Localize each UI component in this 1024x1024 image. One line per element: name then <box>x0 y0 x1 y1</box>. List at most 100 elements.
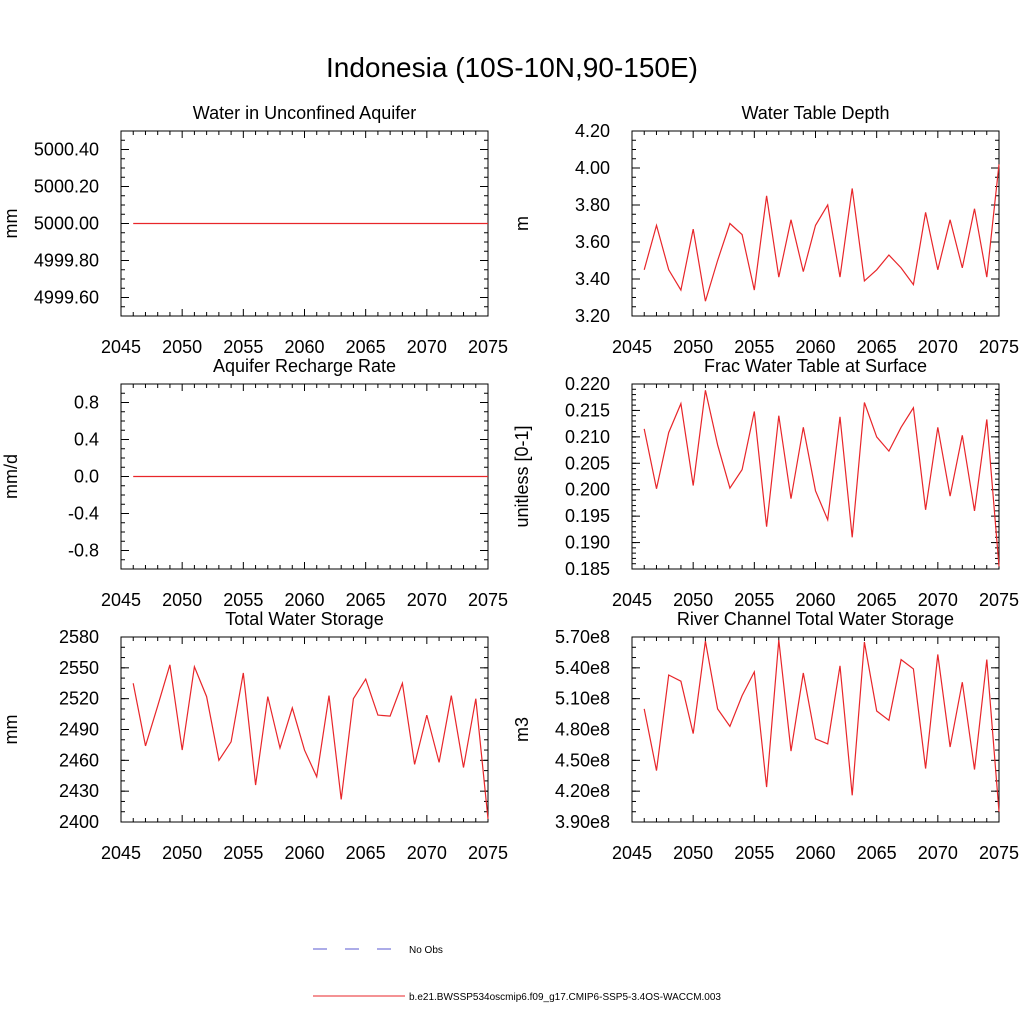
total-water-storage-title: Total Water Storage <box>225 609 383 629</box>
total-water-storage-xtick-label: 2055 <box>223 843 263 863</box>
river-storage-xtick-label: 2050 <box>673 843 713 863</box>
total-water-storage-xtick-label: 2060 <box>284 843 324 863</box>
river-storage-title: River Channel Total Water Storage <box>677 609 954 629</box>
frac-water-table-frame <box>631 383 1000 570</box>
water-table-depth-ytick-label: 4.00 <box>575 158 610 178</box>
panel-total-water-storage: Total Water Storage mm 2045 2050 2055 2060 206… <box>1 609 508 863</box>
river-storage-xtick-label: 2045 <box>612 843 652 863</box>
total-water-storage-ytick-label: 2520 <box>59 689 99 709</box>
recharge-rate-xtick-label: 2070 <box>407 590 447 610</box>
total-water-storage-ytick-label: 2400 <box>59 812 99 832</box>
frac-water-table-title: Frac Water Table at Surface <box>704 356 927 376</box>
recharge-rate-xtick-label: 2045 <box>101 590 141 610</box>
aquifer-water-xtick-label: 2060 <box>284 337 324 357</box>
recharge-rate-xtick-label: 2075 <box>468 590 508 610</box>
frac-water-table-xtick-label: 2070 <box>918 590 958 610</box>
recharge-rate-xtick-label: 2050 <box>162 590 202 610</box>
frac-water-table-ytick-label: 0.200 <box>565 480 610 500</box>
total-water-storage-ytick-label: 2580 <box>59 627 99 647</box>
aquifer-water-xtick-label: 2050 <box>162 337 202 357</box>
recharge-rate-ylabel: mm/d <box>1 454 21 499</box>
recharge-rate-ytick-label: 0.0 <box>74 467 99 487</box>
river-storage-ytick-label: 4.50e8 <box>555 750 610 770</box>
page-title: Indonesia (10S-10N,90-150E) <box>325 52 698 83</box>
aquifer-water-ytick-label: 5000.40 <box>34 140 99 160</box>
frac-water-table-ylabel: unitless [0-1] <box>512 425 532 527</box>
frac-water-table-xtick-label: 2050 <box>673 590 713 610</box>
river-storage-ytick-label: 5.70e8 <box>555 627 610 647</box>
legend: No Obs b.e21.BWSSP534oscmip6.f09_g17.CMI… <box>313 945 721 1003</box>
frac-water-table-xtick-label: 2075 <box>979 590 1019 610</box>
recharge-rate-xtick-label: 2065 <box>346 590 386 610</box>
total-water-storage-series-line <box>132 664 489 819</box>
total-water-storage-xtick-label: 2045 <box>101 843 141 863</box>
water-table-depth-series-line <box>643 164 1000 302</box>
water-table-depth-ytick-label: 3.40 <box>575 269 610 289</box>
total-water-storage-ylabel: mm <box>1 715 21 745</box>
frac-water-table-ytick-label: 0.185 <box>565 559 610 579</box>
legend-label-no-obs: No Obs <box>409 945 443 956</box>
aquifer-water-xtick-label: 2045 <box>101 337 141 357</box>
panels-layer: Water in Unconfined Aquifer mm 2045 2050 205… <box>1 103 1019 863</box>
river-storage-ylabel: m3 <box>512 717 532 742</box>
total-water-storage-xtick-label: 2070 <box>407 843 447 863</box>
water-table-depth-ytick-label: 3.20 <box>575 306 610 326</box>
water-table-depth-ytick-label: 3.60 <box>575 232 610 252</box>
water-table-depth-xtick-label: 2055 <box>734 337 774 357</box>
frac-water-table-xtick-label: 2045 <box>612 590 652 610</box>
legend-label-model: b.e21.BWSSP534oscmip6.f09_g17.CMIP6-SSP5… <box>409 992 721 1003</box>
water-table-depth-ylabel: m <box>512 216 532 231</box>
water-table-depth-xtick-label: 2070 <box>918 337 958 357</box>
river-storage-xtick-label: 2060 <box>795 843 835 863</box>
total-water-storage-ytick-label: 2430 <box>59 781 99 801</box>
water-table-depth-xtick-label: 2050 <box>673 337 713 357</box>
aquifer-water-ytick-label: 4999.80 <box>34 251 99 271</box>
recharge-rate-xtick-label: 2060 <box>284 590 324 610</box>
panel-aquifer-water: Water in Unconfined Aquifer mm 2045 2050 205… <box>1 103 508 357</box>
aquifer-water-xtick-label: 2070 <box>407 337 447 357</box>
frac-water-table-xtick-label: 2060 <box>795 590 835 610</box>
river-storage-xtick-label: 2055 <box>734 843 774 863</box>
river-storage-xtick-label: 2075 <box>979 843 1019 863</box>
panel-recharge-rate: Aquifer Recharge Rate mm/d 2045 2050 2055 206… <box>1 356 508 610</box>
frac-water-table-ytick-label: 0.190 <box>565 533 610 553</box>
aquifer-water-ytick-label: 5000.20 <box>34 177 99 197</box>
frac-water-table-xtick-label: 2065 <box>857 590 897 610</box>
water-table-depth-xtick-label: 2075 <box>979 337 1019 357</box>
river-storage-ytick-label: 4.80e8 <box>555 720 610 740</box>
water-table-depth-frame <box>631 130 1000 317</box>
recharge-rate-ytick-label: -0.4 <box>68 504 99 524</box>
total-water-storage-xtick-label: 2065 <box>346 843 386 863</box>
aquifer-water-ylabel: mm <box>1 209 21 239</box>
frac-water-table-series-line <box>643 390 1000 567</box>
aquifer-water-ytick-label: 5000.00 <box>34 214 99 234</box>
total-water-storage-ytick-label: 2490 <box>59 720 99 740</box>
water-table-depth-title: Water Table Depth <box>741 103 889 123</box>
water-table-depth-xtick-label: 2065 <box>857 337 897 357</box>
total-water-storage-xtick-label: 2075 <box>468 843 508 863</box>
river-storage-ytick-label: 3.90e8 <box>555 812 610 832</box>
water-table-depth-xtick-label: 2045 <box>612 337 652 357</box>
water-table-depth-ytick-label: 4.20 <box>575 121 610 141</box>
water-table-depth-xtick-label: 2060 <box>795 337 835 357</box>
aquifer-water-xtick-label: 2055 <box>223 337 263 357</box>
aquifer-water-xtick-label: 2065 <box>346 337 386 357</box>
aquifer-water-xtick-label: 2075 <box>468 337 508 357</box>
total-water-storage-frame <box>120 636 489 823</box>
recharge-rate-title: Aquifer Recharge Rate <box>213 356 396 376</box>
total-water-storage-ytick-label: 2550 <box>59 658 99 678</box>
water-table-depth-ytick-label: 3.80 <box>575 195 610 215</box>
recharge-rate-ytick-label: 0.8 <box>74 393 99 413</box>
recharge-rate-ytick-label: 0.4 <box>74 430 99 450</box>
river-storage-ytick-label: 5.40e8 <box>555 658 610 678</box>
river-storage-ytick-label: 5.10e8 <box>555 689 610 709</box>
river-storage-xtick-label: 2065 <box>857 843 897 863</box>
frac-water-table-xtick-label: 2055 <box>734 590 774 610</box>
recharge-rate-ytick-label: -0.8 <box>68 541 99 561</box>
panel-frac-water-table: Frac Water Table at Surface unitless [0-1… <box>512 356 1019 610</box>
river-storage-series-line <box>643 640 1000 812</box>
total-water-storage-ytick-label: 2460 <box>59 750 99 770</box>
frac-water-table-ytick-label: 0.215 <box>565 400 610 420</box>
frac-water-table-ytick-label: 0.205 <box>565 453 610 473</box>
